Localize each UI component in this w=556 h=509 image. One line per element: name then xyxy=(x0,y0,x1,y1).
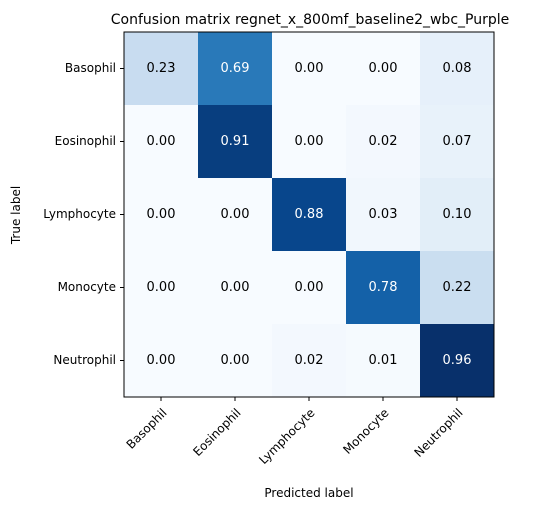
cell-value-3-4: 0.22 xyxy=(443,280,472,295)
y-tick-label: Monocyte xyxy=(58,280,116,294)
cell-value-2-0: 0.00 xyxy=(147,207,176,222)
cell-value-4-4: 0.96 xyxy=(443,353,472,368)
cell-value-4-2: 0.02 xyxy=(295,353,324,368)
heatmap-cell-0-0 xyxy=(124,32,199,106)
heatmap-cell-3-3 xyxy=(346,251,421,325)
cell-value-3-0: 0.00 xyxy=(147,280,176,295)
cell-value-3-3: 0.78 xyxy=(369,280,398,295)
y-tick-label: Basophil xyxy=(65,61,116,75)
cell-value-4-3: 0.01 xyxy=(369,353,398,368)
cell-value-0-2: 0.00 xyxy=(295,61,324,76)
heatmap-cell-2-2 xyxy=(272,178,347,252)
cell-value-0-4: 0.08 xyxy=(443,61,472,76)
cell-value-2-3: 0.03 xyxy=(369,207,398,222)
heatmap-cell-3-4 xyxy=(420,251,495,325)
cell-value-2-4: 0.10 xyxy=(443,207,472,222)
heatmap-cell-1-2 xyxy=(272,105,347,179)
heatmap-cell-4-3 xyxy=(346,324,421,398)
heatmap-cell-4-1 xyxy=(198,324,273,398)
heatmap-cell-2-0 xyxy=(124,178,199,252)
x-tick-label: Eosinophil xyxy=(190,406,243,459)
heatmap-cell-4-0 xyxy=(124,324,199,398)
y-tick-label: Neutrophil xyxy=(53,353,116,367)
cell-value-0-0: 0.23 xyxy=(147,61,176,76)
x-axis-label: Predicted label xyxy=(264,486,353,500)
cell-value-1-1: 0.91 xyxy=(221,134,250,149)
heatmap-cell-0-4 xyxy=(420,32,495,106)
y-axis-label: True label xyxy=(9,186,23,245)
heatmap-cell-0-1 xyxy=(198,32,273,106)
heatmap-cell-3-1 xyxy=(198,251,273,325)
heatmap-cell-2-3 xyxy=(346,178,421,252)
cell-value-0-1: 0.69 xyxy=(221,61,250,76)
cell-value-4-0: 0.00 xyxy=(147,353,176,368)
cell-value-0-3: 0.00 xyxy=(369,61,398,76)
heatmap-cell-0-2 xyxy=(272,32,347,106)
cell-value-1-0: 0.00 xyxy=(147,134,176,149)
x-tick-label: Neutrophil xyxy=(411,406,465,460)
heatmap-cell-2-4 xyxy=(420,178,495,252)
heatmap-cell-1-1 xyxy=(198,105,273,179)
cell-value-3-2: 0.00 xyxy=(295,280,324,295)
cell-value-2-1: 0.00 xyxy=(221,207,250,222)
x-tick-label: Monocyte xyxy=(340,406,391,457)
heatmap-cell-1-3 xyxy=(346,105,421,179)
heatmap-cell-0-3 xyxy=(346,32,421,106)
heatmap-cells xyxy=(124,32,495,398)
x-tick-label: Basophil xyxy=(124,406,170,452)
heatmap-cell-1-4 xyxy=(420,105,495,179)
x-tick-label: Lymphocyte xyxy=(256,406,317,467)
cell-value-3-1: 0.00 xyxy=(221,280,250,295)
y-tick-label: Eosinophil xyxy=(55,134,116,148)
cell-value-1-3: 0.02 xyxy=(369,134,398,149)
heatmap-cell-2-1 xyxy=(198,178,273,252)
cell-value-1-4: 0.07 xyxy=(443,134,472,149)
heatmap-cell-1-0 xyxy=(124,105,199,179)
heatmap-cell-3-0 xyxy=(124,251,199,325)
cell-value-labels: 0.23 0.69 0.00 0.00 0.08 0.00 0.91 0.00 0.02 0.07… xyxy=(147,61,472,368)
y-tick-label: Lymphocyte xyxy=(43,207,116,221)
heatmap-cell-4-4 xyxy=(420,324,495,398)
cell-value-4-1: 0.00 xyxy=(221,353,250,368)
cell-value-1-2: 0.00 xyxy=(295,134,324,149)
cell-value-2-2: 0.88 xyxy=(295,207,324,222)
heatmap-cell-3-2 xyxy=(272,251,347,325)
heatmap-cell-4-2 xyxy=(272,324,347,398)
chart-title: Confusion matrix regnet_x_800mf_baseline… xyxy=(111,12,509,28)
